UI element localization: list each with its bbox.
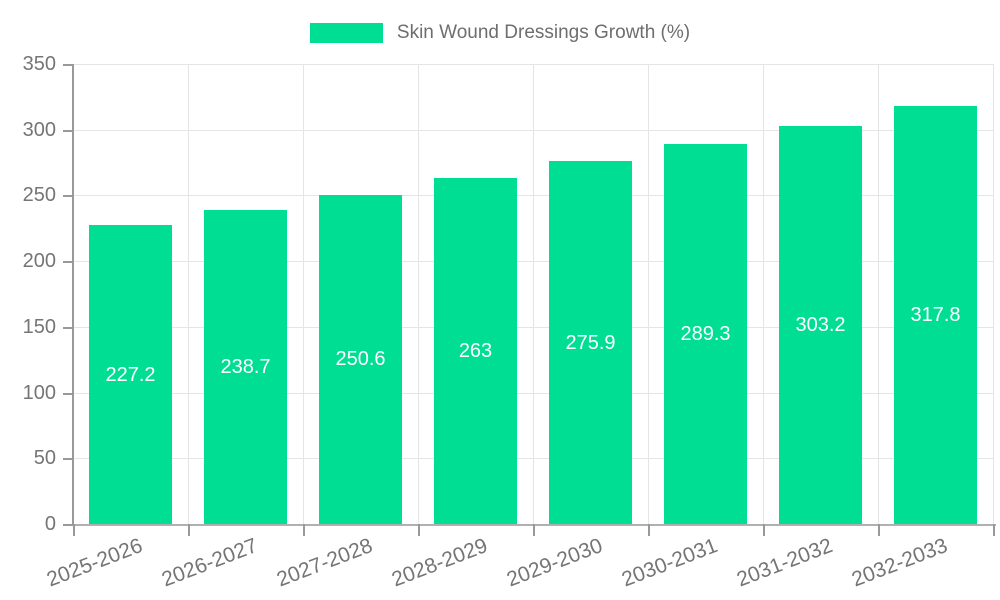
- gridline-vertical: [648, 64, 649, 524]
- bar: [549, 161, 632, 524]
- y-tick-label: 150: [22, 315, 56, 338]
- bar: [664, 143, 747, 524]
- y-axis-tick: [63, 458, 73, 461]
- x-axis-tick: [188, 524, 190, 536]
- y-tick-label: 50: [33, 447, 56, 470]
- y-tick-label: 200: [22, 250, 56, 273]
- gridline-vertical: [303, 64, 304, 524]
- y-axis-line: [72, 64, 74, 526]
- y-axis-tick: [63, 524, 73, 526]
- bar: [319, 194, 402, 524]
- x-axis-tick: [763, 524, 765, 536]
- y-tick-label: 350: [22, 53, 56, 75]
- gridline-vertical: [993, 64, 994, 524]
- gridline-vertical: [188, 64, 189, 524]
- bar-value-label: 250.6: [335, 348, 386, 371]
- y-tick-label: 250: [22, 184, 56, 207]
- x-tick-label: 2027-2028: [273, 534, 376, 592]
- legend-label: Skin Wound Dressings Growth (%): [396, 22, 691, 43]
- x-axis-tick: [648, 524, 650, 536]
- x-tick-label: 2032-2033: [848, 534, 951, 592]
- bar-value-label: 317.8: [910, 304, 961, 327]
- x-axis-tick: [878, 524, 880, 536]
- x-tick-label: 2026-2027: [158, 534, 261, 592]
- x-tick-label: 2030-2031: [618, 534, 721, 592]
- y-axis-tick: [63, 195, 73, 198]
- y-axis-tick: [63, 261, 73, 264]
- bar: [894, 106, 977, 524]
- bar-value-label: 263: [458, 340, 493, 363]
- bar: [779, 125, 862, 524]
- x-axis-tick: [533, 524, 535, 536]
- legend-swatch-icon: [309, 23, 383, 43]
- gridline-vertical: [878, 64, 879, 524]
- bar: [89, 225, 172, 524]
- bar-value-label: 303.2: [795, 313, 846, 336]
- x-tick-label: 2031-2032: [733, 534, 836, 592]
- y-tick-label: 0: [44, 513, 56, 535]
- legend[interactable]: Skin Wound Dressings Growth (%): [0, 21, 1000, 45]
- bar-value-label: 238.7: [220, 356, 271, 379]
- y-tick-label: 300: [22, 118, 56, 141]
- x-axis-tick: [993, 524, 995, 536]
- gridline-vertical: [418, 64, 419, 524]
- y-axis-tick: [63, 64, 73, 66]
- bar: [204, 210, 287, 524]
- gridline-vertical: [533, 64, 534, 524]
- y-axis-tick: [63, 129, 73, 132]
- bar-value-label: 275.9: [565, 331, 616, 354]
- bar: [434, 178, 517, 524]
- y-axis-tick: [63, 392, 73, 395]
- x-axis-tick: [418, 524, 420, 536]
- gridline-vertical: [763, 64, 764, 524]
- y-axis-tick: [63, 326, 73, 329]
- x-axis-tick: [73, 524, 75, 536]
- x-axis-tick: [303, 524, 305, 536]
- bar-value-label: 289.3: [680, 322, 731, 345]
- y-tick-label: 100: [22, 381, 56, 404]
- x-tick-label: 2028-2029: [388, 534, 491, 592]
- x-tick-label: 2025-2026: [43, 534, 146, 592]
- x-tick-label: 2029-2030: [503, 534, 606, 592]
- bar-value-label: 227.2: [105, 363, 156, 386]
